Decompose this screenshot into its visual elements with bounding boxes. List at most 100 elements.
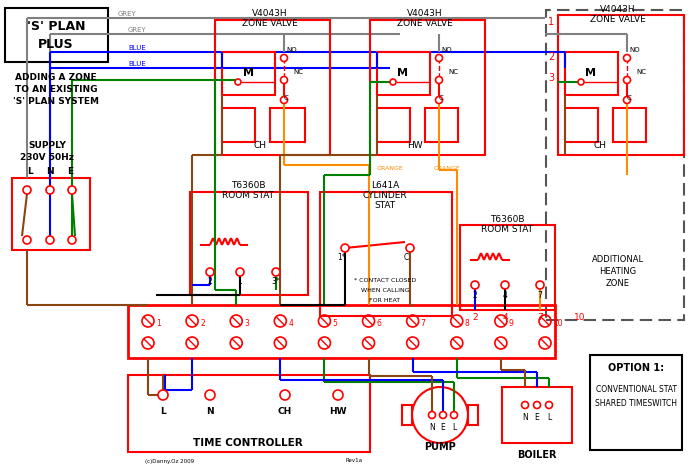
Text: 8: 8 bbox=[465, 319, 469, 328]
Text: 1*: 1* bbox=[337, 254, 346, 263]
Text: N: N bbox=[46, 167, 54, 176]
Text: V4043H: V4043H bbox=[600, 5, 635, 14]
Text: L: L bbox=[452, 423, 456, 431]
Circle shape bbox=[624, 96, 631, 103]
Text: PUMP: PUMP bbox=[424, 442, 456, 452]
Text: CH: CH bbox=[593, 140, 607, 149]
Circle shape bbox=[281, 76, 288, 83]
Text: 1: 1 bbox=[156, 319, 161, 328]
Text: 10: 10 bbox=[574, 314, 586, 322]
Text: E: E bbox=[67, 167, 73, 176]
Text: 'S' PLAN: 'S' PLAN bbox=[27, 21, 86, 34]
Text: STAT: STAT bbox=[375, 202, 395, 211]
Bar bbox=[590, 355, 682, 450]
Text: CH: CH bbox=[278, 408, 292, 417]
Text: M: M bbox=[397, 68, 408, 78]
Text: V4043H: V4043H bbox=[407, 9, 443, 19]
Circle shape bbox=[390, 79, 396, 85]
Text: M: M bbox=[242, 68, 253, 78]
Text: NO: NO bbox=[629, 47, 640, 53]
Text: 7: 7 bbox=[537, 314, 543, 322]
Text: M: M bbox=[586, 68, 596, 78]
Text: 2: 2 bbox=[472, 314, 477, 322]
Text: 4: 4 bbox=[502, 292, 507, 300]
Text: 3: 3 bbox=[244, 319, 249, 328]
Text: SHARED TIMESWITCH: SHARED TIMESWITCH bbox=[595, 398, 677, 408]
Text: ZONE VALVE: ZONE VALVE bbox=[242, 20, 298, 29]
Circle shape bbox=[501, 281, 509, 289]
Text: TIME CONTROLLER: TIME CONTROLLER bbox=[193, 438, 303, 448]
Text: 5: 5 bbox=[333, 319, 337, 328]
Text: BLUE: BLUE bbox=[128, 45, 146, 51]
Text: TO AN EXISTING: TO AN EXISTING bbox=[14, 85, 97, 94]
Circle shape bbox=[533, 402, 540, 409]
Circle shape bbox=[46, 236, 54, 244]
Bar bbox=[377, 52, 430, 95]
Circle shape bbox=[236, 268, 244, 276]
Bar bbox=[190, 192, 308, 295]
Text: 2: 2 bbox=[548, 52, 554, 62]
Text: ZONE VALVE: ZONE VALVE bbox=[590, 15, 646, 23]
Text: 3: 3 bbox=[548, 73, 554, 83]
Text: 4: 4 bbox=[502, 314, 508, 322]
Text: * CONTACT CLOSED: * CONTACT CLOSED bbox=[354, 278, 416, 283]
Text: 10: 10 bbox=[553, 319, 562, 328]
Text: 4: 4 bbox=[288, 319, 293, 328]
Bar bbox=[546, 10, 684, 320]
Text: WHEN CALLING: WHEN CALLING bbox=[361, 287, 409, 292]
Bar bbox=[565, 108, 598, 142]
Text: ZONE VALVE: ZONE VALVE bbox=[397, 20, 453, 29]
Bar bbox=[613, 108, 646, 142]
Text: HEATING: HEATING bbox=[600, 268, 637, 277]
Circle shape bbox=[624, 76, 631, 83]
Text: ROOM STAT: ROOM STAT bbox=[222, 191, 274, 200]
Circle shape bbox=[428, 411, 435, 418]
Bar bbox=[222, 52, 275, 95]
Text: HW: HW bbox=[407, 140, 423, 149]
Circle shape bbox=[235, 79, 241, 85]
Text: C: C bbox=[284, 95, 288, 101]
Text: NC: NC bbox=[293, 69, 303, 75]
Text: E: E bbox=[441, 423, 445, 431]
Text: L: L bbox=[547, 412, 551, 422]
Text: N: N bbox=[429, 423, 435, 431]
Text: PLUS: PLUS bbox=[38, 38, 74, 51]
Text: 2: 2 bbox=[208, 278, 213, 286]
Text: E: E bbox=[535, 412, 540, 422]
Circle shape bbox=[546, 402, 553, 409]
Text: GREY: GREY bbox=[128, 27, 147, 33]
Text: C: C bbox=[404, 254, 409, 263]
Text: 'S' PLAN SYSTEM: 'S' PLAN SYSTEM bbox=[13, 96, 99, 105]
Text: T6360B: T6360B bbox=[230, 182, 265, 190]
Circle shape bbox=[272, 268, 280, 276]
Text: CYLINDER: CYLINDER bbox=[363, 191, 407, 200]
Circle shape bbox=[23, 236, 31, 244]
Circle shape bbox=[68, 186, 76, 194]
Text: OPTION 1:: OPTION 1: bbox=[608, 363, 664, 373]
Text: FOR HEAT: FOR HEAT bbox=[369, 298, 401, 302]
Circle shape bbox=[406, 244, 414, 252]
Text: NO: NO bbox=[441, 47, 452, 53]
Circle shape bbox=[522, 402, 529, 409]
Bar bbox=[370, 20, 485, 155]
Text: ORANGE: ORANGE bbox=[377, 166, 404, 170]
Circle shape bbox=[341, 244, 349, 252]
Text: N: N bbox=[522, 412, 528, 422]
Text: NO: NO bbox=[286, 47, 297, 53]
Bar bbox=[320, 192, 452, 316]
Text: 2: 2 bbox=[473, 292, 477, 300]
Text: 9: 9 bbox=[509, 319, 514, 328]
Text: ADDITIONAL: ADDITIONAL bbox=[592, 256, 644, 264]
Text: ZONE: ZONE bbox=[606, 279, 630, 288]
Bar bbox=[5, 8, 108, 62]
Text: ORANGE: ORANGE bbox=[433, 166, 460, 170]
Text: ROOM STAT: ROOM STAT bbox=[481, 225, 533, 234]
Circle shape bbox=[281, 96, 288, 103]
Text: T6360B: T6360B bbox=[490, 214, 524, 224]
Text: NC: NC bbox=[636, 69, 646, 75]
Circle shape bbox=[68, 236, 76, 244]
Text: ADDING A ZONE: ADDING A ZONE bbox=[15, 73, 97, 81]
Text: L: L bbox=[27, 167, 33, 176]
Bar bbox=[215, 20, 330, 155]
Circle shape bbox=[624, 54, 631, 61]
